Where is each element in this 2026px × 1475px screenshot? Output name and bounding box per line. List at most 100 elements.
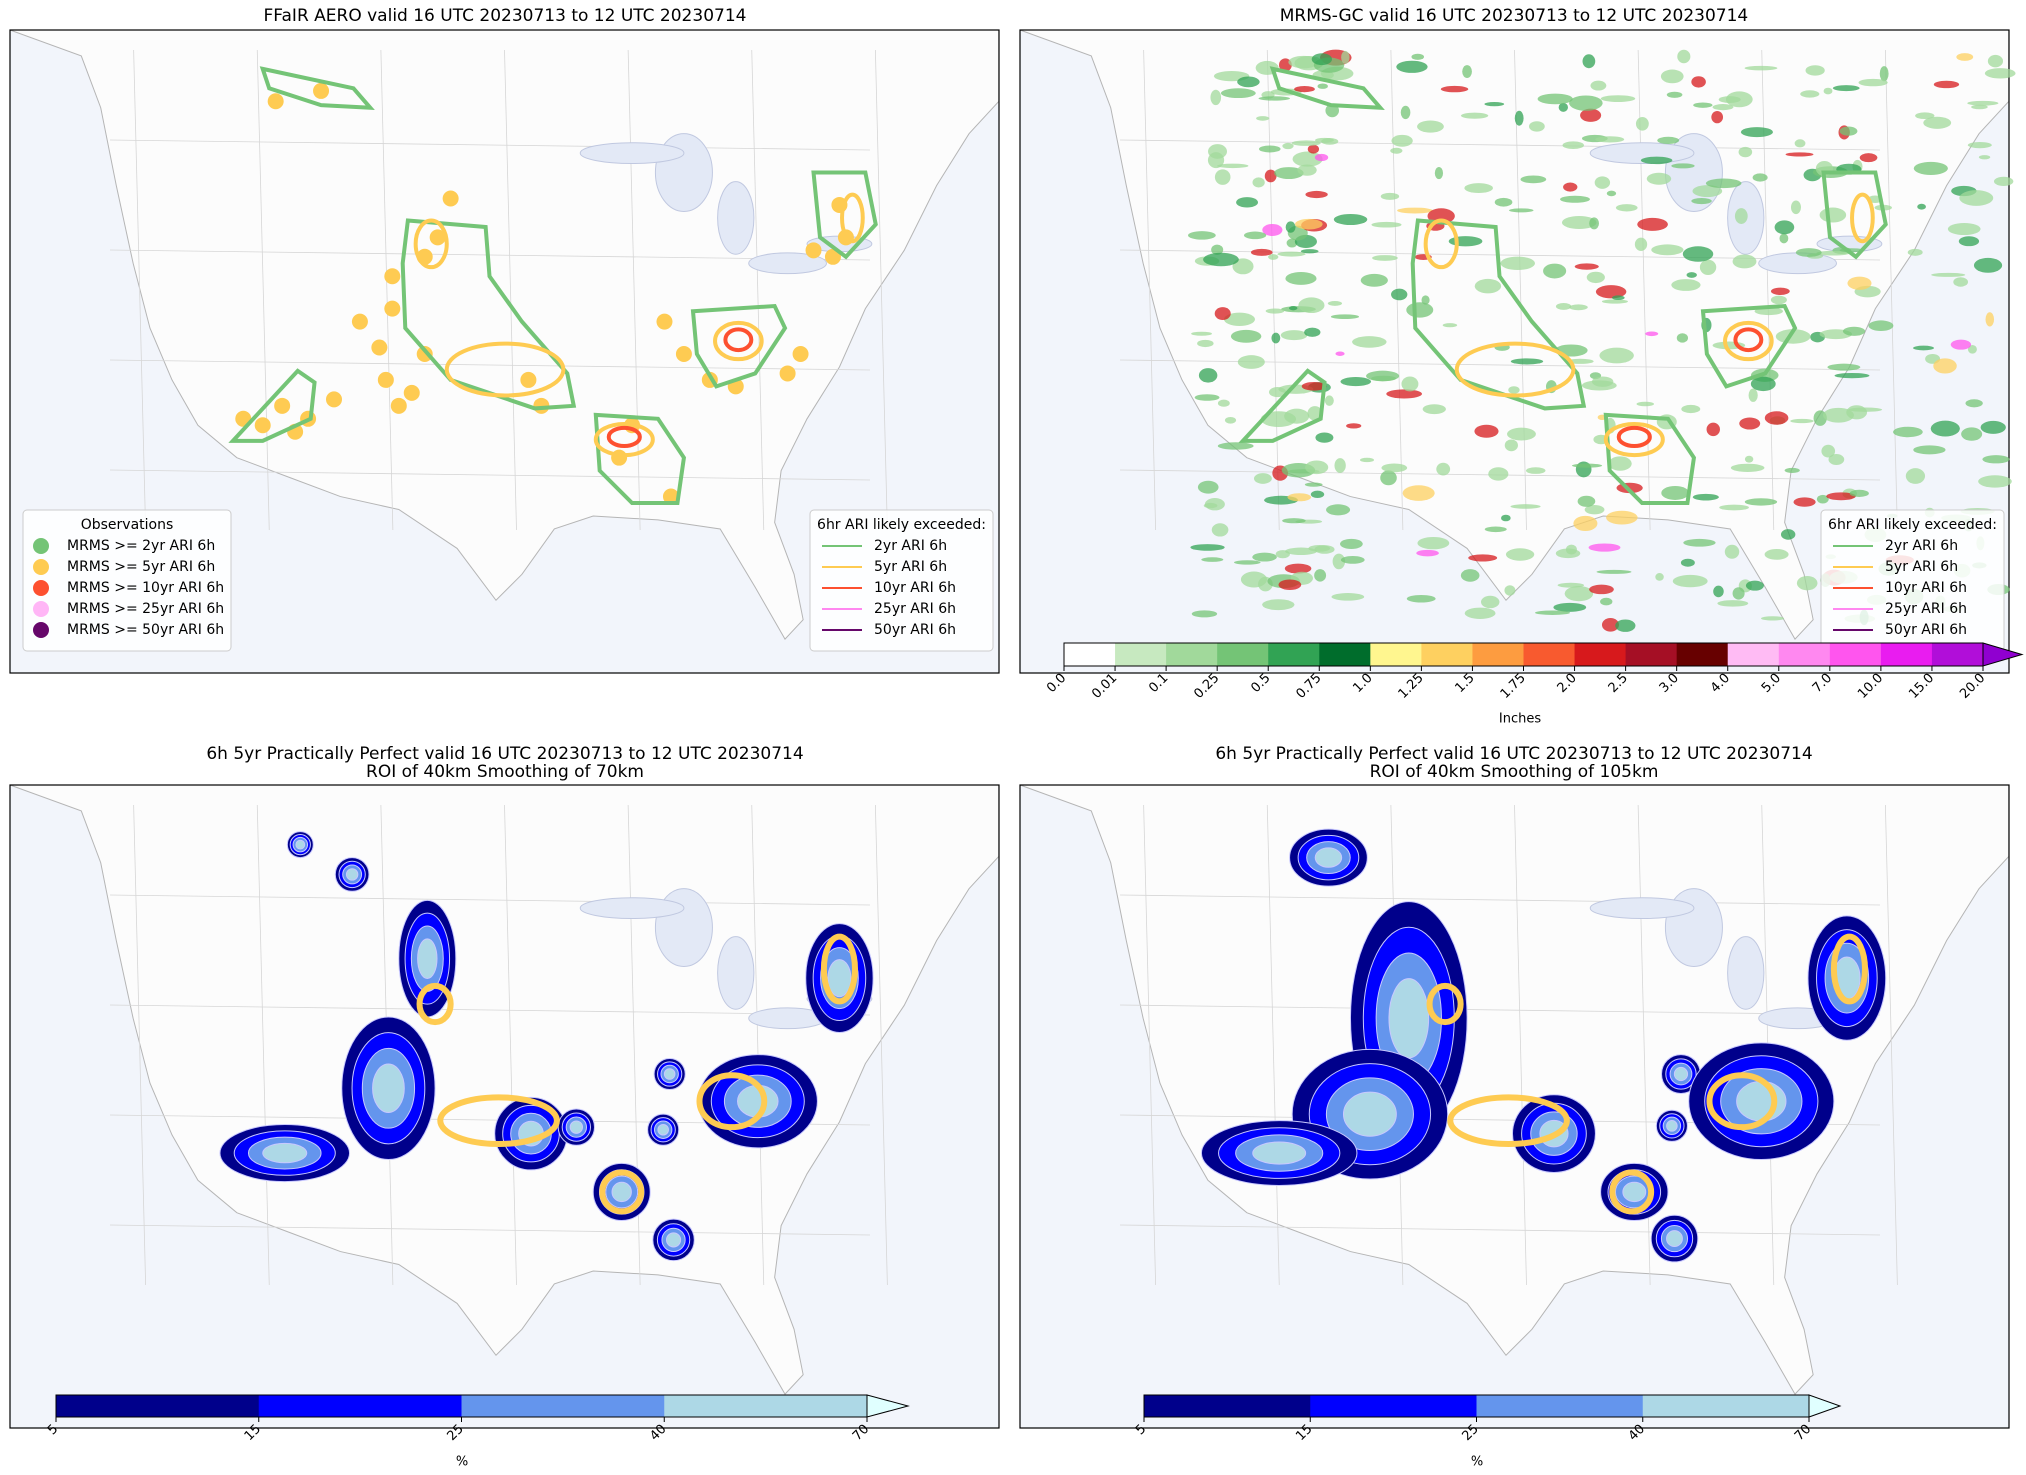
rain-cell	[1839, 126, 1858, 136]
rain-cell	[1474, 278, 1502, 294]
obs-dot	[313, 82, 330, 99]
rain-cell	[1421, 295, 1430, 305]
legend-label: 5yr ARI 6h	[1885, 559, 1958, 575]
rain-cell	[1214, 307, 1231, 320]
colorbar-tick-label: 1.75	[1498, 671, 1529, 702]
probability-contour	[1622, 1181, 1647, 1203]
ari-contour	[413, 218, 449, 270]
rain-cell	[1750, 376, 1776, 392]
rain-cell	[1842, 326, 1866, 336]
rain-cell	[1717, 600, 1749, 607]
rain-cell	[1634, 237, 1648, 251]
rain-cell	[1599, 347, 1634, 364]
colorbar-segment	[1778, 643, 1831, 666]
lake	[748, 252, 827, 275]
rain-cell	[1595, 285, 1627, 299]
rain-cell	[1406, 302, 1434, 318]
rain-cell	[1635, 117, 1649, 131]
rain-cell	[1553, 602, 1587, 612]
colorbar-label: %	[1471, 1455, 1483, 1470]
obs-dot	[384, 268, 401, 285]
rain-cell	[1315, 137, 1334, 143]
ari-contour	[1423, 218, 1459, 270]
obs-dot	[429, 229, 446, 246]
rain-cell	[1262, 223, 1283, 237]
rain-cell	[1931, 272, 1966, 277]
ari-contour	[593, 421, 655, 458]
rain-cell	[1537, 93, 1573, 105]
rain-cell	[1987, 54, 2004, 68]
colorbar-segment	[1931, 643, 1984, 666]
rain-cell	[1285, 221, 1296, 233]
colorbar-segment	[1115, 643, 1167, 666]
ari-contour	[1830, 933, 1868, 1005]
rain-cell	[1961, 427, 1983, 441]
legend-marker	[33, 580, 49, 596]
rain-cell	[1770, 295, 1787, 305]
rain-cell	[1764, 411, 1789, 425]
rain-cell	[1712, 104, 1734, 111]
state-line	[1119, 1004, 1881, 1016]
state-line	[109, 359, 871, 371]
rain-cell	[1655, 573, 1664, 581]
rain-cell	[1262, 599, 1295, 611]
state-line	[1266, 49, 1280, 531]
rain-cell	[1203, 502, 1218, 509]
rain-cell	[1197, 480, 1219, 494]
rain-cell	[1464, 183, 1493, 194]
rain-cell	[1796, 575, 1818, 591]
rain-cell	[1706, 422, 1720, 437]
rain-cell	[1380, 192, 1400, 200]
obs-dot	[371, 339, 388, 356]
rain-cell	[1828, 454, 1845, 466]
colorbar-tick-label: 1.0	[1350, 671, 1375, 696]
colorbar-tick-label: 1.5	[1453, 671, 1478, 696]
probability-contour	[663, 1068, 676, 1080]
colorbar-tick-label: 20.0	[1957, 671, 1988, 702]
rain-cell	[1277, 251, 1306, 257]
rain-cell	[1793, 497, 1816, 507]
colorbar-tick-label: 0.75	[1294, 671, 1325, 702]
state-line	[1514, 804, 1527, 1286]
colorbar-label: Inches	[1499, 712, 1541, 727]
rain-cell	[1390, 147, 1403, 154]
rain-cell	[1232, 258, 1254, 275]
colorbar-tick-label: 15.0	[1906, 671, 1937, 702]
rain-cell	[1651, 244, 1684, 256]
rain-cell	[1562, 141, 1585, 150]
rain-cell	[1739, 417, 1761, 430]
ari-contour	[1706, 1072, 1778, 1131]
rain-cell	[1686, 272, 1697, 278]
rain-cell	[1330, 314, 1360, 320]
rain-cell	[1304, 482, 1323, 487]
rain-cell	[1680, 558, 1695, 567]
rain-cell	[1346, 423, 1362, 429]
ari-contour	[593, 412, 687, 506]
rain-cell	[1331, 593, 1365, 601]
obs-dot	[442, 190, 459, 207]
legend-label: 10yr ARI 6h	[1885, 580, 1967, 596]
rain-cell	[1905, 468, 1926, 484]
panel-title: FFaIR AERO valid 16 UTC 20230713 to 12 U…	[264, 6, 747, 26]
legend-label: MRMS >= 2yr ARI 6h	[67, 538, 215, 554]
colorbar-segment	[1642, 1395, 1810, 1417]
colorbar-tick-label: 2.0	[1555, 671, 1580, 696]
rain-cell	[1555, 303, 1572, 310]
rain-cell	[1950, 339, 1972, 350]
state-line	[1143, 49, 1157, 531]
colorbar-segment	[1676, 643, 1729, 666]
rain-cell	[1775, 329, 1811, 344]
obs-dot	[351, 313, 368, 330]
rain-cell	[1834, 372, 1870, 379]
rain-cell	[1520, 175, 1547, 184]
state-line	[109, 1004, 871, 1016]
rain-cell	[1959, 190, 1994, 206]
probability-contour	[657, 1123, 669, 1136]
rain-cell	[1301, 381, 1327, 391]
rain-cell	[1577, 495, 1596, 507]
legend-title: 6hr ARI likely exceeded:	[817, 517, 986, 533]
rain-cell	[1525, 467, 1546, 474]
rain-cell	[1417, 536, 1450, 550]
ari-contour	[696, 1072, 768, 1131]
rain-cell	[1795, 248, 1822, 257]
